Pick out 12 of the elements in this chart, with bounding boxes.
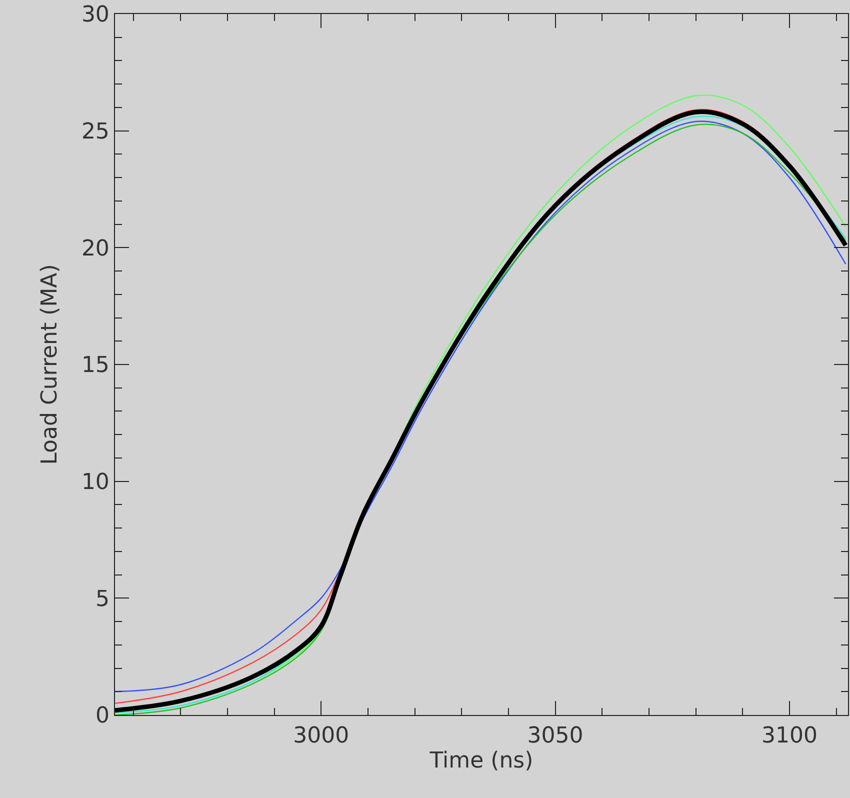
y-tick-label: 0 [95, 704, 110, 729]
y-tick-label: 30 [81, 2, 110, 28]
x-axis-title: Time (ns) [428, 748, 534, 774]
y-tick-label: 25 [81, 120, 110, 145]
y-tick-label: 10 [81, 470, 110, 496]
y-axis-title: Load Current (MA) [37, 264, 62, 465]
x-tick-label: 3000 [293, 724, 350, 749]
x-tick-label: 3100 [761, 724, 818, 749]
x-tick-label: 3050 [527, 724, 584, 749]
y-tick-label: 20 [81, 236, 110, 262]
y-tick-label: 5 [95, 586, 110, 612]
y-tick-label: 15 [81, 353, 110, 378]
